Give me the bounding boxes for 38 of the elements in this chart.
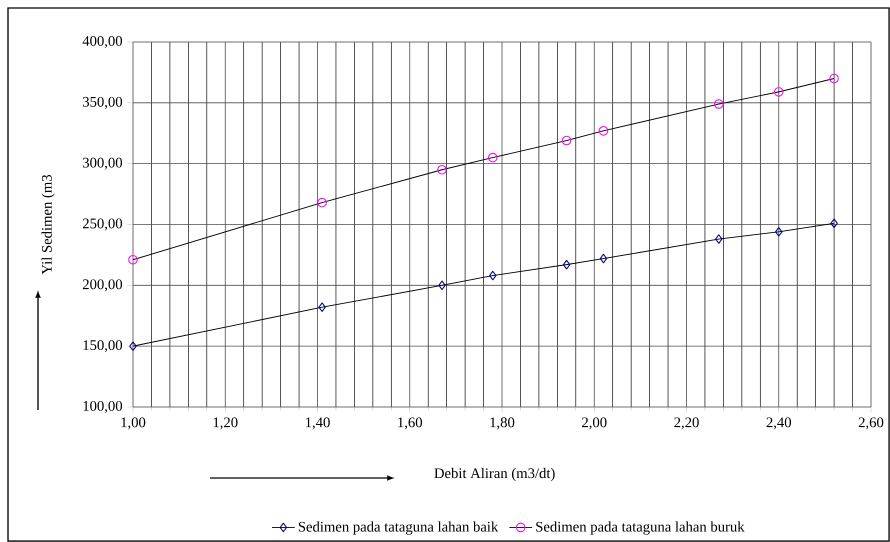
x-tick-label: 2,40 [766,417,792,430]
y-tick-label: 300,00 [82,158,122,170]
x-tick-label: 1,40 [306,417,330,430]
x-axis-title: Debit Aliran (m3/dt) [434,468,555,482]
point [489,270,497,280]
y-axis-title: Yil Sedimen (m3 [42,174,55,274]
y-tick-label: 100,00 [84,400,122,413]
legend-label: Sedimen pada tataguna lahan buruk [536,521,745,535]
point [562,260,570,270]
point [317,198,327,208]
point [437,164,447,175]
y-tick-label: 250,00 [82,218,122,230]
point [128,254,138,265]
point [562,136,572,146]
point [129,341,137,351]
y-tick-label: 350,00 [82,96,122,109]
x-tick-label: 2,60 [858,417,884,430]
point [830,218,838,228]
y-tick-label: 400,00 [82,36,122,48]
legend-label: Sedimen pada tataguna lahan baik [298,521,498,535]
point [488,152,498,162]
point [600,254,608,264]
point [829,74,839,84]
x-tick-label: 2,20 [674,417,699,430]
point [715,234,723,244]
point [774,87,784,97]
point [714,99,724,109]
x-tick-label: 1,20 [214,417,238,430]
point [438,280,446,290]
point [775,226,782,237]
point [318,302,326,312]
y-tick-label: 150,00 [84,340,122,352]
point [598,126,608,136]
x-tick-label: 2,00 [582,417,607,430]
x-tick-label: 1,60 [398,417,422,430]
x-tick-label: 1,80 [490,417,514,430]
x-tick-label: 1,00 [121,417,146,430]
y-tick-label: 200,00 [82,279,122,292]
